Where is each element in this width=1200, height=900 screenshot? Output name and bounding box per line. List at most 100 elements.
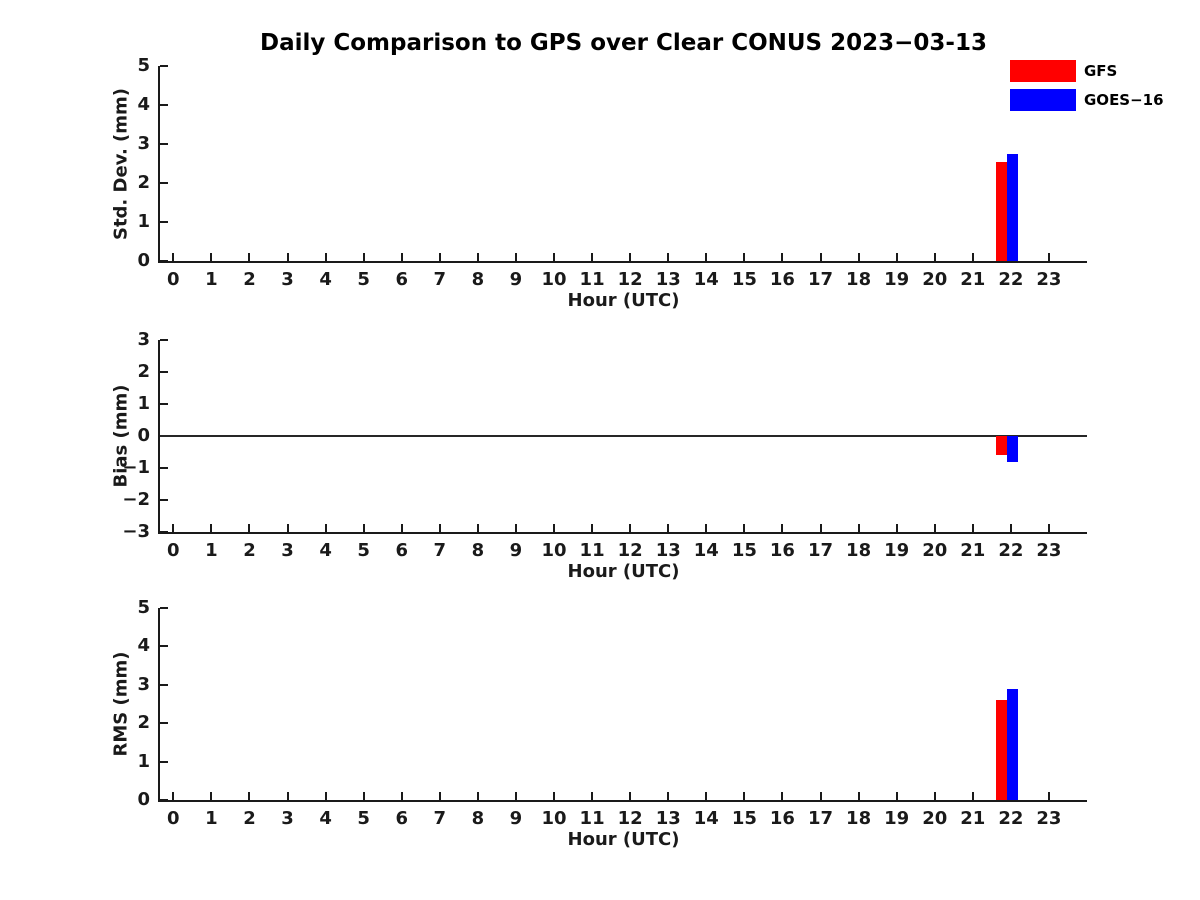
bar-rms-goes-16 [1007,688,1019,800]
y-tick-std-dev [160,182,168,184]
y-tick-label-std-dev: 2 [137,172,150,193]
x-tick-label-rms: 15 [731,808,757,829]
legend-label-goes16: GOES−16 [1084,91,1164,109]
x-tick-label-bias: 23 [1036,540,1062,561]
x-tick-label-bias: 8 [471,540,485,561]
y-tick-label-std-dev: 4 [137,94,150,115]
x-tick-rms [895,792,898,800]
x-tick-std-dev [400,253,403,261]
y-tick-label-bias: 2 [137,361,150,382]
x-tick-bias [210,524,213,532]
x-tick-label-bias: 2 [243,540,256,561]
x-axis-label-std-dev: Hour (UTC) [567,290,680,311]
x-tick-rms [629,792,632,800]
y-tick-std-dev [160,221,168,223]
y-tick-label-rms: 1 [137,750,150,772]
x-tick-bias [362,524,365,532]
y-tick-label-rms: 0 [137,789,150,810]
x-tick-label-rms: 3 [281,808,294,829]
x-tick-bias [591,524,594,532]
x-tick-bias [1047,524,1050,532]
x-tick-std-dev [743,253,746,261]
y-tick-label-std-dev: 1 [137,211,150,232]
x-tick-label-rms: 0 [167,808,180,829]
x-tick-label-rms: 16 [769,808,795,829]
x-tick-label-bias: 4 [319,540,332,561]
y-tick-bias [160,403,168,405]
bar-std-dev-goes-16 [1007,153,1019,261]
x-tick-std-dev [324,253,327,261]
x-tick-rms [705,792,708,800]
legend-item-gfs: GFS [1010,60,1164,82]
x-tick-bias [857,524,860,532]
x-tick-label-rms: 10 [541,808,567,829]
x-tick-label-std-dev: 11 [579,269,605,290]
plot-area-rms [158,607,1087,802]
x-tick-label-rms: 23 [1036,808,1062,829]
y-tick-bias [160,339,168,341]
y-axis-label-bias: Bias (mm) [110,384,132,488]
x-tick-std-dev [476,253,479,261]
x-tick-rms [514,792,517,800]
y-tick-std-dev [160,260,168,262]
x-tick-label-bias: 10 [541,540,567,561]
plot-area-std-dev [158,65,1087,263]
x-tick-label-rms: 1 [205,808,218,829]
x-tick-label-bias: 9 [509,540,523,561]
x-tick-label-rms: 2 [243,808,256,829]
x-tick-rms [1047,792,1050,800]
x-tick-bias [971,524,974,532]
x-tick-label-bias: 21 [960,540,986,561]
x-tick-label-std-dev: 13 [655,269,681,290]
bar-std-dev-gfs [995,161,1008,261]
x-tick-label-rms: 21 [960,808,986,829]
y-tick-label-bias: −2 [122,489,150,510]
x-tick-label-std-dev: 18 [846,269,872,290]
x-tick-bias [743,524,746,532]
x-tick-rms [667,792,670,800]
x-tick-label-rms: 7 [433,808,447,829]
x-tick-label-bias: 6 [395,540,408,561]
x-tick-std-dev [1047,253,1050,261]
y-tick-label-bias: 0 [137,425,150,446]
y-tick-label-bias: 1 [137,393,150,414]
x-tick-label-std-dev: 22 [998,269,1024,290]
x-tick-bias [514,524,517,532]
x-tick-label-std-dev: 6 [395,269,408,290]
x-tick-std-dev [819,253,822,261]
x-tick-label-rms: 11 [579,808,605,829]
bar-rms-gfs [995,700,1008,800]
x-tick-label-std-dev: 9 [509,269,523,290]
x-axis-label-rms: Hour (UTC) [567,829,680,850]
y-tick-bias [160,371,168,373]
legend-swatch-goes16 [1010,89,1076,111]
x-tick-label-std-dev: 14 [693,269,719,290]
y-tick-label-bias: −1 [122,457,150,478]
x-tick-std-dev [971,253,974,261]
x-tick-std-dev [172,253,175,261]
x-tick-label-std-dev: 7 [433,269,447,290]
x-tick-label-bias: 16 [769,540,795,561]
x-tick-label-rms: 9 [509,808,523,829]
plot-area-bias [158,339,1087,534]
legend-item-goes16: GOES−16 [1010,89,1164,111]
x-tick-label-bias: 1 [205,540,218,561]
y-tick-rms [160,683,168,686]
x-tick-std-dev [895,253,898,261]
x-tick-std-dev [362,253,365,261]
x-tick-label-bias: 19 [884,540,910,561]
x-tick-label-rms: 5 [357,808,370,829]
y-axis-label-rms: RMS (mm) [110,651,132,757]
y-tick-label-rms: 4 [137,635,150,657]
x-tick-label-bias: 15 [731,540,757,561]
x-tick-label-bias: 20 [922,540,948,561]
x-tick-rms [781,792,784,800]
x-tick-label-rms: 19 [884,808,910,829]
x-tick-label-bias: 18 [846,540,872,561]
x-tick-bias [172,524,175,532]
x-tick-std-dev [438,253,441,261]
x-tick-std-dev [857,253,860,261]
x-tick-rms [438,792,441,800]
x-tick-label-std-dev: 1 [205,269,218,290]
